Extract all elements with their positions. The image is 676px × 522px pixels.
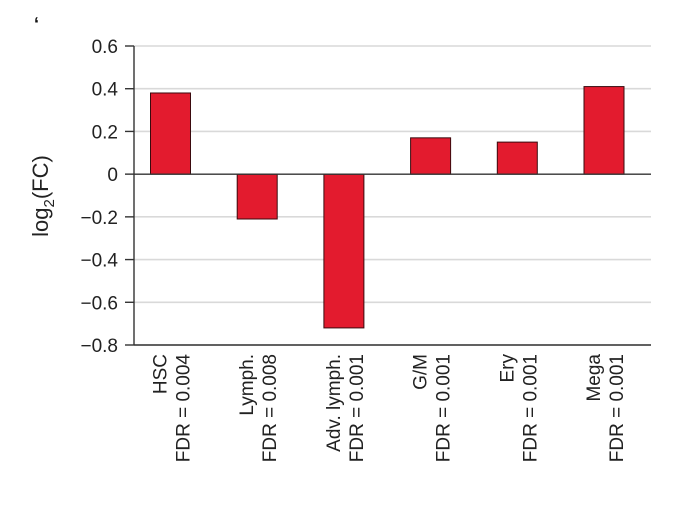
y-tick-label: 0.6 bbox=[92, 37, 118, 58]
bars bbox=[150, 86, 625, 329]
y-tick-label: −0.8 bbox=[80, 336, 118, 357]
x-category-fdr: FDR = 0.001 bbox=[520, 354, 541, 462]
x-category-label: Mega FDR = 0.001 bbox=[584, 354, 628, 463]
x-category-label: Ery FDR = 0.001 bbox=[497, 354, 541, 463]
y-tick-label: −0.6 bbox=[80, 293, 118, 314]
bar bbox=[150, 92, 191, 175]
x-category-fdr: FDR = 0.008 bbox=[260, 354, 281, 462]
x-category-name: Lymph. bbox=[237, 354, 258, 416]
y-tick-label: 0 bbox=[107, 165, 118, 186]
y-tick-label: −0.2 bbox=[80, 208, 118, 229]
x-category-label: HSC FDR = 0.004 bbox=[151, 354, 195, 463]
axes bbox=[133, 46, 651, 346]
y-tick-label: 0.4 bbox=[92, 80, 119, 101]
y-axis-title: log2(FC) bbox=[28, 155, 58, 237]
x-category-fdr: FDR = 0.004 bbox=[174, 354, 195, 463]
x-category-fdr: FDR = 0.001 bbox=[434, 354, 455, 462]
x-category-fdr: FDR = 0.001 bbox=[607, 354, 628, 462]
y-axis-title-subscript: 2 bbox=[41, 199, 58, 207]
bar bbox=[496, 141, 538, 175]
panel-corner-mark: ʻ bbox=[34, 14, 39, 34]
x-category-fdr: FDR = 0.001 bbox=[347, 354, 368, 462]
x-category-label: G/M FDR = 0.001 bbox=[411, 354, 455, 462]
y-tick-label: 0.2 bbox=[92, 122, 118, 143]
bar bbox=[236, 173, 278, 220]
y-axis-title-rest: (FC) bbox=[28, 155, 53, 199]
x-category-name: Ery bbox=[497, 354, 518, 383]
bar bbox=[410, 137, 452, 175]
gridlines bbox=[134, 45, 651, 346]
bar bbox=[323, 173, 365, 329]
y-tick-label: −0.4 bbox=[80, 251, 118, 272]
x-category-name: G/M bbox=[411, 354, 432, 390]
x-category-name: Mega bbox=[584, 354, 605, 402]
x-category-label: Lymph. FDR = 0.008 bbox=[237, 354, 281, 462]
x-category-name: Adv. lymph. bbox=[324, 354, 345, 452]
y-axis-ticks: 0.6 0.4 0.2 0 −0.2 −0.4 −0.6 −0.8 bbox=[80, 37, 134, 357]
x-category-name: HSC bbox=[151, 354, 172, 394]
x-axis-category-labels: HSC FDR = 0.004 Lymph. FDR = 0.008 Adv. lymp… bbox=[151, 354, 629, 463]
x-category-label: Adv. lymph. FDR = 0.001 bbox=[324, 354, 368, 462]
bar bbox=[583, 86, 625, 175]
y-axis-title-main: log bbox=[28, 207, 53, 236]
